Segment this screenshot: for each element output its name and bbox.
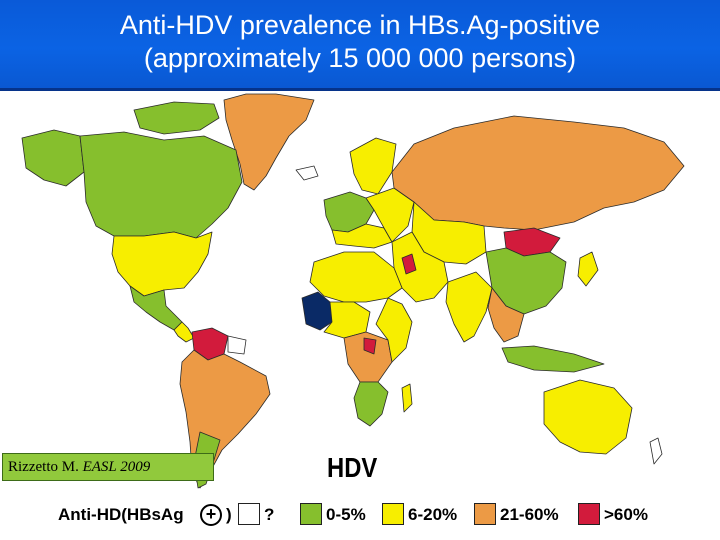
- region-central-africa-hotspot: [363, 337, 377, 355]
- legend-prefix: Anti-HD(HBsAg: [58, 505, 184, 524]
- region-new-zealand: [649, 437, 663, 465]
- legend: Anti-HD(HBsAg + ) ? 0-5% 6-20% 21-60% >6…: [58, 500, 698, 534]
- region-mexico: [129, 285, 183, 331]
- legend-label-60-plus: >60%: [604, 505, 648, 524]
- region-central-africa: [343, 331, 393, 383]
- region-scandinavia: [349, 137, 397, 195]
- region-indonesia: [501, 345, 605, 373]
- region-canada: [79, 131, 243, 239]
- region-russia: [391, 115, 685, 231]
- region-usa: [111, 231, 213, 297]
- legend-label-6-20: 6-20%: [408, 505, 458, 524]
- title-line-2: (approximately 15 000 000 persons): [143, 43, 577, 73]
- region-east-africa: [375, 297, 413, 363]
- region-greenland: [223, 93, 315, 191]
- region-india: [445, 271, 493, 343]
- title-bar: Anti-HDV prevalence in HBs.Ag-positive (…: [0, 0, 720, 91]
- region-north-africa: [309, 251, 403, 303]
- world-map: [21, 93, 685, 489]
- region-middle-east-hotspot: [401, 253, 417, 275]
- legend-swatch-6-20: [382, 503, 404, 525]
- region-iceland: [295, 165, 319, 181]
- region-australia: [543, 379, 633, 455]
- legend-plus-symbol: +: [200, 504, 222, 526]
- legend-label-unknown: ?: [264, 505, 275, 524]
- legend-close-paren: ): [226, 505, 232, 524]
- legend-swatch-60-plus: [578, 503, 600, 525]
- region-southeast-asia: [487, 287, 525, 343]
- region-arctic-islands: [133, 101, 220, 135]
- citation-author: Rizzetto M.: [8, 459, 83, 475]
- region-west-africa-dark: [301, 291, 333, 331]
- legend-label-21-60: 21-60%: [500, 505, 559, 524]
- legend-swatch-21-60: [474, 503, 496, 525]
- legend-swatch-0-5: [300, 503, 322, 525]
- region-madagascar: [401, 383, 413, 413]
- citation-journal: EASL 2009: [82, 459, 151, 475]
- region-alaska: [21, 129, 85, 187]
- legend-swatch-unknown: [238, 503, 260, 525]
- region-southern-africa: [353, 381, 389, 427]
- citation-box: Rizzetto M. EASL 2009: [2, 453, 214, 481]
- region-japan: [577, 251, 599, 287]
- legend-label-0-5: 0-5%: [326, 505, 366, 524]
- map-label: HDV: [327, 452, 378, 483]
- region-guianas: [227, 335, 247, 355]
- title-line-1: Anti-HDV prevalence in HBs.Ag-positive: [119, 10, 601, 40]
